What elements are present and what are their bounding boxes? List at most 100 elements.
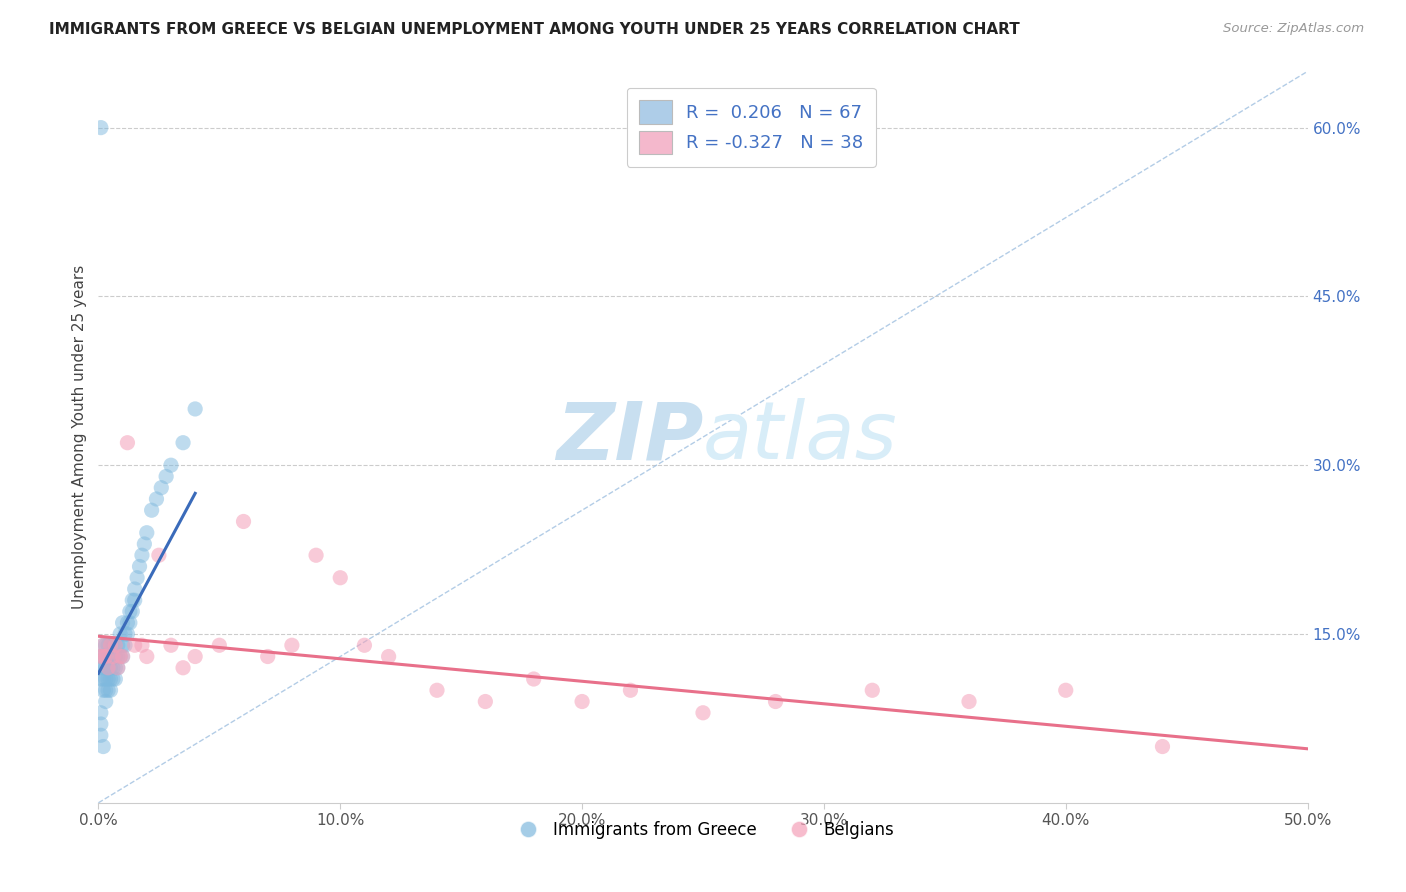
Point [108, 627, 131, 641]
Point [90, 120, 112, 135]
Point [90, 717, 112, 731]
Point [128, 559, 150, 574]
Point [111, 649, 134, 664]
Point [281, 638, 304, 652]
Point [118, 615, 141, 630]
Point [114, 638, 136, 652]
Point [97, 661, 120, 675]
Point [90, 649, 112, 664]
Point [107, 661, 129, 675]
Point [172, 661, 194, 675]
Point [232, 515, 254, 529]
Point [97, 649, 120, 664]
Point [329, 571, 352, 585]
Point [131, 638, 153, 652]
Point [1152, 739, 1174, 754]
Point [135, 649, 157, 664]
Point [104, 672, 127, 686]
Point [91, 649, 114, 664]
Point [127, 571, 149, 585]
Point [90, 672, 112, 686]
Point [104, 649, 127, 664]
Point [571, 694, 593, 708]
Point [692, 706, 714, 720]
Point [155, 469, 177, 483]
Point [91, 683, 114, 698]
Point [108, 649, 131, 664]
Point [94, 694, 117, 708]
Point [100, 661, 122, 675]
Point [148, 548, 170, 562]
Point [160, 458, 183, 473]
Text: ZIP: ZIP [555, 398, 703, 476]
Point [111, 649, 134, 664]
Point [101, 638, 124, 652]
Point [107, 649, 129, 664]
Point [172, 435, 194, 450]
Point [256, 649, 278, 664]
Point [94, 672, 117, 686]
Point [111, 615, 134, 630]
Point [118, 605, 141, 619]
Point [377, 649, 399, 664]
Point [100, 638, 122, 652]
Point [426, 683, 449, 698]
Point [131, 548, 153, 562]
Point [101, 661, 124, 675]
Point [124, 638, 146, 652]
Point [90, 649, 112, 664]
Point [208, 638, 231, 652]
Point [101, 649, 124, 664]
Point [104, 638, 127, 652]
Point [184, 401, 207, 416]
Point [1054, 683, 1077, 698]
Point [121, 593, 143, 607]
Point [104, 661, 127, 675]
Point [94, 683, 117, 698]
Point [305, 548, 328, 562]
Point [114, 627, 136, 641]
Point [353, 638, 375, 652]
Point [91, 638, 114, 652]
Point [91, 672, 114, 686]
Point [523, 672, 546, 686]
Point [134, 537, 156, 551]
Point [957, 694, 980, 708]
Point [94, 661, 117, 675]
Point [145, 491, 167, 506]
Point [90, 661, 112, 675]
Point [101, 649, 124, 664]
Point [91, 638, 114, 652]
Point [90, 728, 112, 742]
Legend: Immigrants from Greece, Belgians: Immigrants from Greece, Belgians [505, 814, 901, 846]
Point [111, 638, 134, 652]
Point [94, 638, 117, 652]
Point [474, 694, 496, 708]
Point [160, 638, 183, 652]
Point [91, 661, 114, 675]
Point [108, 649, 131, 664]
Point [97, 672, 120, 686]
Point [135, 525, 157, 540]
Point [117, 435, 139, 450]
Point [100, 683, 122, 698]
Point [121, 605, 143, 619]
Point [117, 615, 139, 630]
Point [150, 481, 173, 495]
Y-axis label: Unemployment Among Youth under 25 years: Unemployment Among Youth under 25 years [72, 265, 87, 609]
Point [117, 627, 139, 641]
Point [107, 661, 129, 675]
Point [100, 649, 122, 664]
Point [124, 593, 146, 607]
Point [101, 672, 124, 686]
Text: atlas: atlas [703, 398, 898, 476]
Point [104, 638, 127, 652]
Point [619, 683, 641, 698]
Point [97, 638, 120, 652]
Point [100, 672, 122, 686]
Text: IMMIGRANTS FROM GREECE VS BELGIAN UNEMPLOYMENT AMONG YOUTH UNDER 25 YEARS CORREL: IMMIGRANTS FROM GREECE VS BELGIAN UNEMPL… [49, 22, 1019, 37]
Point [124, 582, 146, 596]
Point [97, 683, 120, 698]
Text: Source: ZipAtlas.com: Source: ZipAtlas.com [1223, 22, 1364, 36]
Point [100, 638, 122, 652]
